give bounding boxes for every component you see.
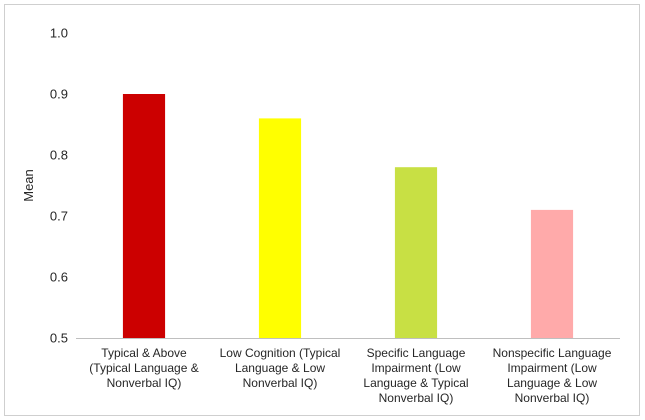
x-category-label-line: Impairment (Low bbox=[371, 361, 461, 375]
y-tick-label: 0.7 bbox=[50, 209, 68, 224]
bars bbox=[122, 94, 574, 339]
x-category-label: Low Cognition (Typical Language & Low Nonv… bbox=[220, 346, 341, 390]
x-category-label-line: Nonverbal IQ) bbox=[107, 376, 182, 390]
x-category-label: Nonspecific Language Impairment (Low Langu… bbox=[493, 346, 612, 405]
bar bbox=[122, 94, 166, 338]
bar bbox=[394, 167, 438, 338]
x-category-label-line: Nonverbal IQ) bbox=[515, 391, 590, 405]
bar bbox=[530, 209, 574, 338]
x-category-label-line: (Typical Language & bbox=[89, 361, 198, 375]
y-tick-label: 0.9 bbox=[50, 87, 68, 102]
x-category-label-line: Nonverbal IQ) bbox=[243, 376, 318, 390]
x-category-label-line: Impairment (Low bbox=[507, 361, 597, 375]
y-tick-label: 0.5 bbox=[50, 331, 68, 346]
x-category-label-line: Low Cognition (Typical bbox=[220, 346, 341, 360]
x-category-label-line: Language & Typical bbox=[363, 376, 468, 390]
x-category-label-line: Typical & Above bbox=[101, 346, 187, 360]
y-tick-label: 0.8 bbox=[50, 148, 68, 163]
x-category-label-line: Specific Language bbox=[367, 346, 466, 360]
y-tick-label: 0.6 bbox=[50, 270, 68, 285]
x-category-label: Specific Language Impairment (Low Language… bbox=[363, 346, 468, 405]
x-category-label-line: Nonverbal IQ) bbox=[379, 391, 454, 405]
y-tick-label: 1.0 bbox=[50, 26, 68, 41]
y-axis-ticks: 0.5 0.6 0.7 0.8 0.9 1.0 bbox=[50, 26, 68, 346]
category-labels: Typical & Above (Typical Language & Nonver… bbox=[89, 346, 611, 405]
bar bbox=[258, 118, 302, 339]
y-axis-title: Mean bbox=[21, 169, 36, 202]
x-category-label: Typical & Above (Typical Language & Nonver… bbox=[89, 346, 198, 390]
x-category-label-line: Nonspecific Language bbox=[493, 346, 612, 360]
x-category-label-line: Language & Low bbox=[235, 361, 325, 375]
x-category-label-line: Language & Low bbox=[507, 376, 597, 390]
